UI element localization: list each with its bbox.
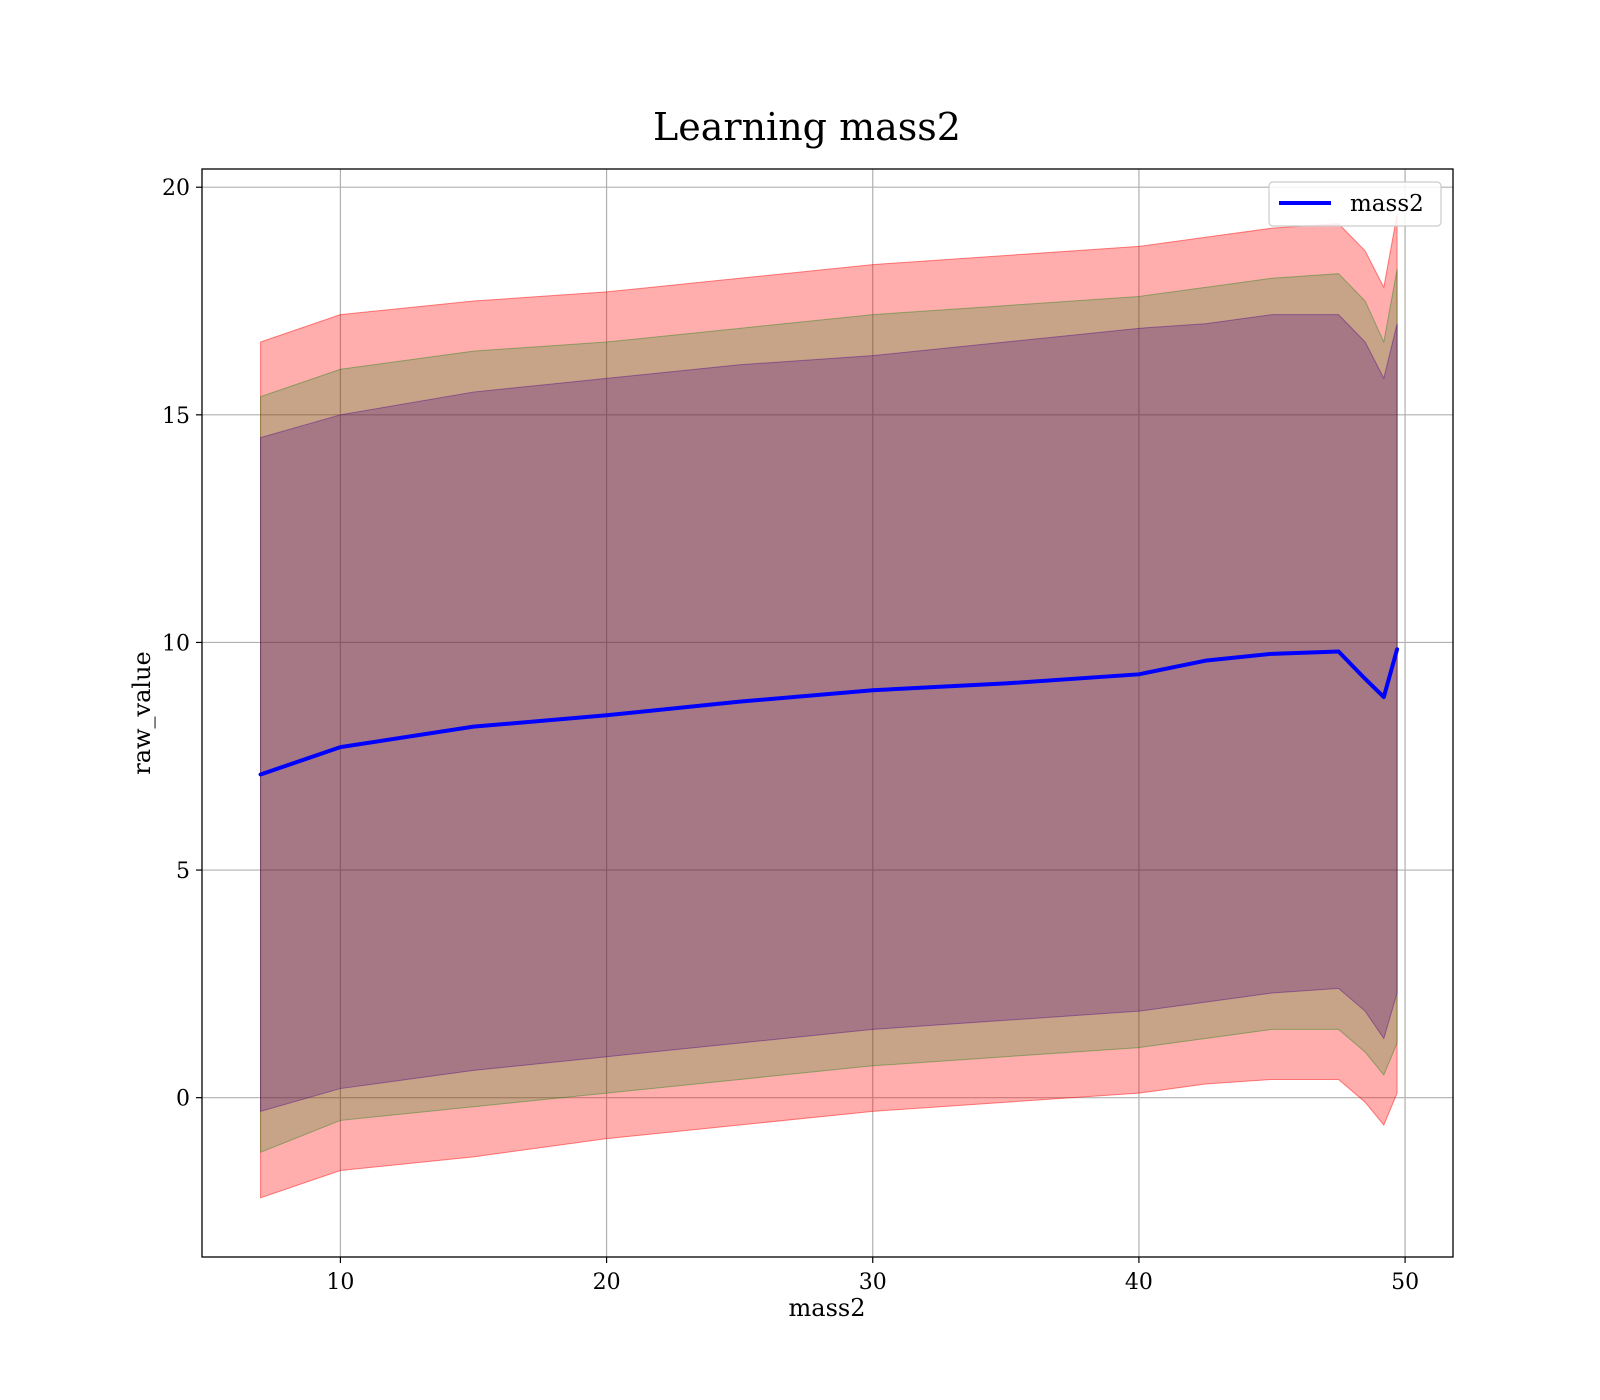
y-axis-label: raw_value: [128, 651, 156, 775]
x-tick-label: 10: [326, 1270, 354, 1295]
data-point: [1382, 695, 1386, 699]
data-point: [1203, 659, 1207, 663]
x-tick-label: 40: [1125, 1270, 1153, 1295]
legend: mass2: [1268, 181, 1442, 227]
x-tick-label: 30: [859, 1270, 887, 1295]
data-point: [1270, 652, 1274, 656]
legend-label-mass2: mass2: [1350, 191, 1424, 217]
data-point: [1137, 672, 1141, 676]
axis-ticks: 10 20 30 40 50 0 5 10 15 20: [162, 176, 1419, 1295]
y-tick-label: 15: [162, 404, 190, 429]
y-tick-label: 10: [162, 631, 190, 656]
data-point: [738, 700, 742, 704]
data-point: [259, 772, 263, 776]
x-tick-label: 50: [1391, 1270, 1419, 1295]
data-point: [1395, 647, 1399, 651]
confidence-bands: [260, 214, 1398, 1199]
data-point: [1363, 677, 1367, 681]
x-axis-label: mass2: [789, 1294, 866, 1322]
chart-title: Learning mass2: [653, 105, 961, 149]
plot-frame: [201, 168, 1454, 1258]
data-point: [1004, 681, 1008, 685]
y-tick-label: 0: [176, 1087, 190, 1112]
band-2: [260, 314, 1398, 1112]
x-tick-label: 20: [593, 1270, 621, 1295]
data-point: [338, 745, 342, 749]
legend-box: [1268, 181, 1442, 227]
band-1: [260, 269, 1398, 1154]
y-tick-label: 5: [176, 859, 190, 884]
series-lines: [258, 647, 1400, 777]
y-tick-label: 20: [162, 176, 190, 201]
series-line-mass2: [258, 647, 1400, 777]
data-point: [871, 688, 875, 692]
data-point: [1337, 650, 1341, 654]
data-point: [605, 713, 609, 717]
data-point: [471, 725, 475, 729]
band-0: [260, 214, 1398, 1199]
grid: [202, 169, 1453, 1257]
